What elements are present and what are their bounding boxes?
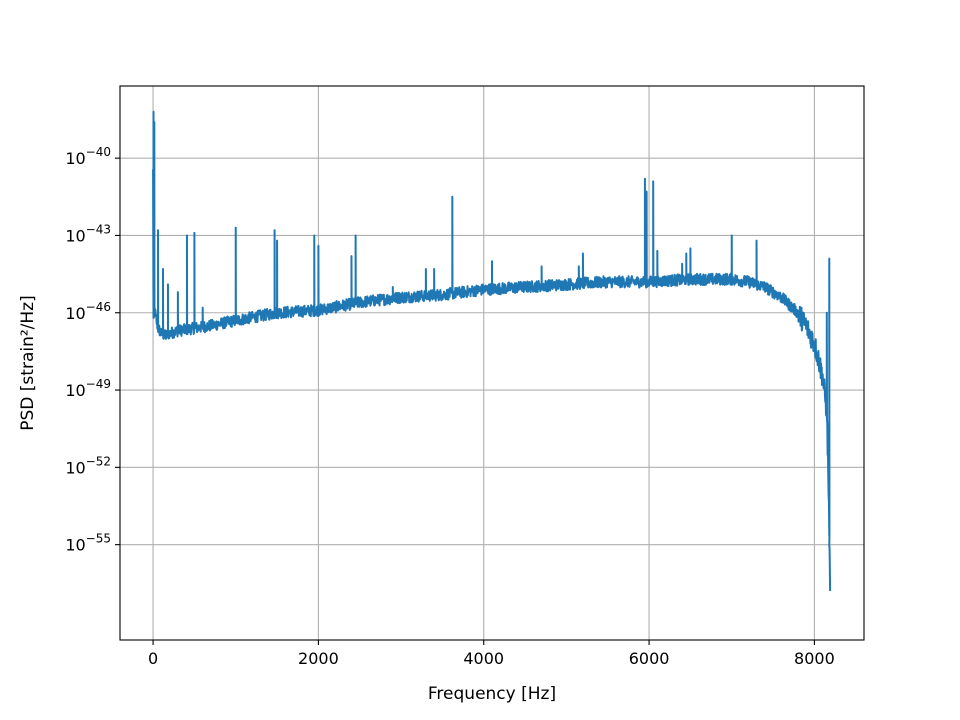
x-tick-label: 6000 <box>629 649 670 668</box>
y-ticks: 10−40 10−43 10−46 10−49 10−52 10−55 <box>65 145 120 555</box>
x-tick-label: 4000 <box>463 649 504 668</box>
plot-area <box>120 86 864 640</box>
axes-frame <box>119 85 865 641</box>
y-tick-label: 10−49 <box>65 377 111 400</box>
x-ticks: 0 2000 4000 6000 8000 <box>148 640 835 668</box>
grid-lines <box>120 86 864 640</box>
x-tick-label: 0 <box>148 649 158 668</box>
y-tick-label: 10−52 <box>65 454 111 477</box>
series-layer <box>152 110 832 592</box>
x-tick-label: 2000 <box>298 649 339 668</box>
y-axis-label: PSD [strain²/Hz] <box>18 295 38 430</box>
y-tick-label: 10−46 <box>65 300 111 323</box>
y-tick-label: 10−55 <box>65 532 111 555</box>
y-tick-label: 10−40 <box>65 145 111 168</box>
x-tick-label: 8000 <box>794 649 835 668</box>
y-tick-label: 10−43 <box>65 222 111 245</box>
x-axis-label: Frequency [Hz] <box>428 684 556 704</box>
psd-series-line <box>152 110 832 592</box>
